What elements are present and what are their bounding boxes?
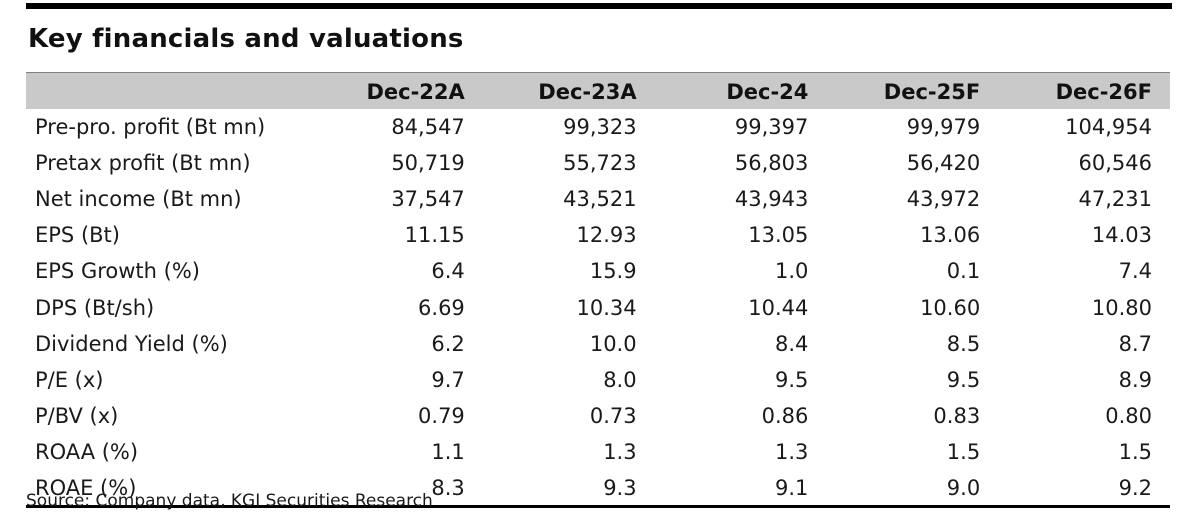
table-row: P/BV (x) 0.79 0.73 0.86 0.83 0.80: [26, 398, 1170, 434]
table-row: Net income (Bt mn) 37,547 43,521 43,943 43,9…: [26, 181, 1170, 217]
value-cell: 10.60: [920, 295, 981, 320]
table-body: Pre-pro. profit (Bt mn) 84,547 99,323 99,39…: [26, 109, 1170, 509]
value-cell: 1.0: [774, 259, 809, 284]
table-row: EPS Growth (%) 6.4 15.9 1.0 0.1 7.4: [26, 253, 1170, 289]
value-cell: 8.7: [1118, 331, 1152, 356]
value-cell: 50,719: [391, 150, 465, 175]
value-cell: 84,547: [391, 114, 465, 139]
value-cell: 9.1: [654, 470, 827, 509]
table-row: Pretax profit (Bt mn) 50,719 55,723 56,803 5…: [26, 145, 1170, 181]
value-cell: 10.34: [576, 295, 637, 320]
value-cell: 10.80: [1091, 295, 1152, 320]
value-cell: 1.1: [431, 440, 465, 465]
column-header: Dec-22A: [366, 79, 465, 104]
header-row: Dec-22A Dec-23A Dec-24 Dec-25F Dec-26F: [26, 72, 1170, 109]
header-blank-cell: [26, 73, 311, 109]
value-cell: 8.9: [1118, 367, 1152, 392]
value-cell: 1.3: [603, 440, 637, 465]
value-cell: 9.3: [482, 470, 655, 509]
value-cell: 1.5: [1118, 440, 1152, 465]
table-row: ROAA (%) 1.1 1.3 1.3 1.5 1.5: [26, 434, 1170, 470]
value-cell: 43,943: [734, 186, 809, 211]
value-cell: 6.4: [431, 259, 465, 284]
value-cell: 6.2: [431, 331, 465, 356]
value-cell: 10.44: [748, 295, 809, 320]
row-label: DPS (Bt/sh): [35, 295, 155, 320]
value-cell: 12.93: [576, 223, 637, 248]
row-label: P/E (x): [35, 367, 104, 392]
value-cell: 8.5: [946, 331, 981, 356]
value-cell: 13.05: [748, 223, 809, 248]
value-cell: 1.5: [946, 440, 981, 465]
value-cell: 8.0: [603, 367, 637, 392]
table-row: EPS (Bt) 11.15 12.93 13.05 13.06 14.03: [26, 217, 1170, 253]
value-cell: 60,546: [1078, 150, 1152, 175]
table-row: ROAE (%) 8.3 9.3 9.1 9.0 9.2: [26, 470, 1170, 509]
row-label: Net income (Bt mn): [35, 186, 242, 211]
row-label: ROAE (%): [26, 470, 311, 509]
source-note: Source: Company data, KGI Securities Res…: [26, 491, 433, 511]
value-cell: 99,323: [563, 114, 637, 139]
value-cell: 9.7: [431, 367, 465, 392]
value-cell: 0.1: [946, 259, 981, 284]
value-cell: 8.3: [311, 470, 483, 509]
value-cell: 9.0: [826, 470, 999, 509]
column-header: Dec-25F: [883, 79, 981, 104]
value-cell: 9.2: [998, 470, 1170, 509]
value-cell: 10.0: [589, 331, 637, 356]
row-label: ROAA (%): [35, 440, 139, 465]
value-cell: 43,521: [563, 186, 637, 211]
row-label: P/BV (x): [35, 404, 119, 429]
value-cell: 56,803: [734, 150, 809, 175]
column-header: Dec-26F: [1055, 79, 1152, 104]
value-cell: 0.73: [589, 404, 637, 429]
value-cell: 99,979: [906, 114, 981, 139]
value-cell: 0.79: [418, 404, 465, 429]
value-cell: 11.15: [404, 223, 465, 248]
row-label: Pretax profit (Bt mn): [35, 150, 251, 175]
column-header: Dec-24: [726, 79, 809, 104]
value-cell: 14.03: [1091, 223, 1152, 248]
table-row: Dividend Yield (%) 6.2 10.0 8.4 8.5 8.7: [26, 326, 1170, 362]
value-cell: 56,420: [906, 150, 981, 175]
value-cell: 13.06: [920, 223, 981, 248]
value-cell: 43,972: [906, 186, 981, 211]
row-label: Dividend Yield (%): [35, 331, 228, 356]
value-cell: 9.5: [946, 367, 981, 392]
value-cell: 9.5: [774, 367, 809, 392]
column-header: Dec-23A: [538, 79, 637, 104]
table-row: Pre-pro. profit (Bt mn) 84,547 99,323 99,39…: [26, 109, 1170, 145]
value-cell: 0.83: [933, 404, 981, 429]
value-cell: 15.9: [589, 259, 637, 284]
value-cell: 104,954: [1065, 114, 1152, 139]
value-cell: 99,397: [734, 114, 809, 139]
top-rule: [26, 3, 1172, 9]
row-label: Pre-pro. profit (Bt mn): [35, 114, 266, 139]
value-cell: 1.3: [774, 440, 809, 465]
value-cell: 55,723: [563, 150, 637, 175]
table-title: Key financials and valuations: [28, 24, 464, 54]
value-cell: 37,547: [391, 186, 465, 211]
value-cell: 7.4: [1118, 259, 1152, 284]
financials-table: Dec-22A Dec-23A Dec-24 Dec-25F Dec-26F P…: [26, 72, 1170, 509]
row-label: EPS (Bt): [35, 223, 120, 248]
value-cell: 47,231: [1078, 186, 1152, 211]
value-cell: 6.69: [418, 295, 465, 320]
table-row: P/E (x) 9.7 8.0 9.5 9.5 8.9: [26, 362, 1170, 398]
value-cell: 8.4: [774, 331, 809, 356]
table-row: DPS (Bt/sh) 6.69 10.34 10.44 10.60 10.80: [26, 289, 1170, 325]
row-label: EPS Growth (%): [35, 259, 200, 284]
value-cell: 0.86: [761, 404, 809, 429]
value-cell: 0.80: [1105, 404, 1152, 429]
